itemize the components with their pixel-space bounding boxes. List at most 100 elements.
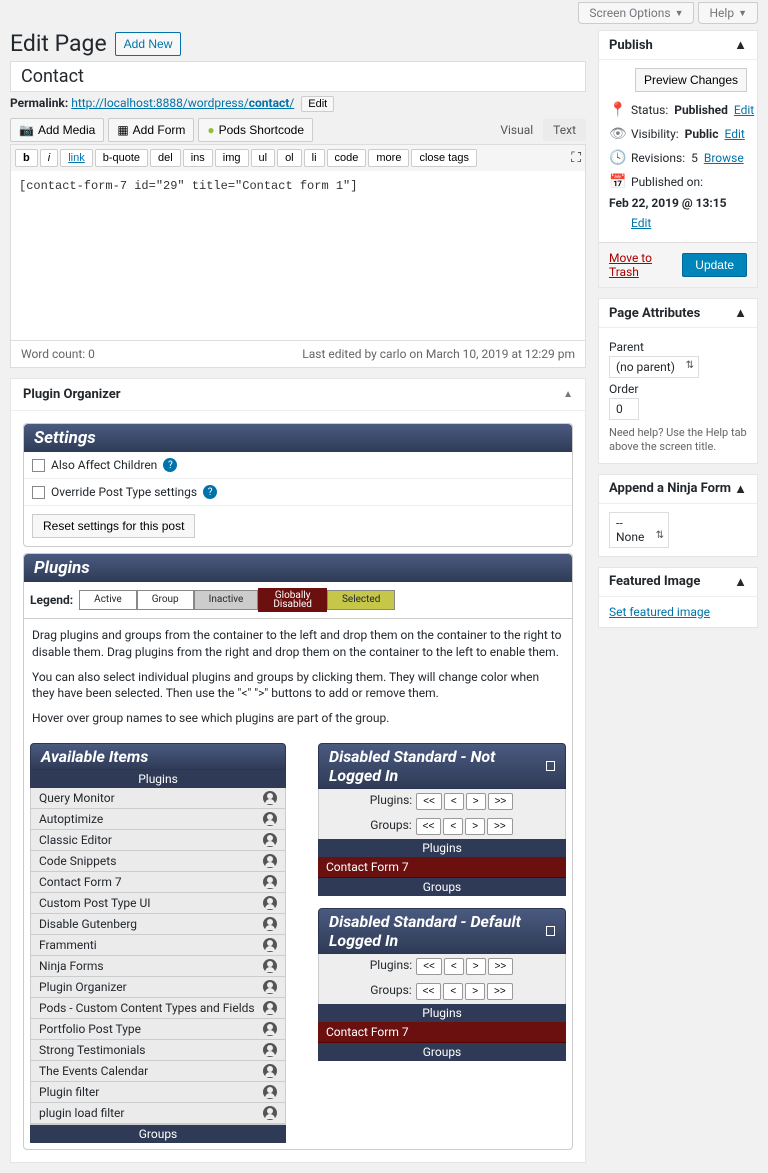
user-icon (263, 896, 277, 910)
page-heading: Edit Page Add New (10, 30, 586, 57)
update-button[interactable]: Update (682, 253, 747, 277)
plugin-organizer-heading: Plugin Organizer▲ (11, 379, 585, 411)
user-icon (263, 1106, 277, 1120)
text-tab[interactable]: Text (543, 119, 586, 141)
user-icon (263, 1001, 277, 1015)
quicktag-img[interactable]: img (215, 149, 249, 167)
quicktag-link[interactable]: link (60, 149, 93, 167)
page-attributes-heading: Page Attributes▲ (599, 299, 757, 328)
quicktag-b[interactable]: b (15, 149, 38, 167)
last-edited: Last edited by carlo on March 10, 2019 a… (302, 347, 575, 361)
fullscreen-icon[interactable]: ⛶ (571, 150, 581, 166)
revisions-icon: 🕓 (609, 150, 625, 166)
user-icon (263, 1043, 277, 1057)
edit-visibility-link[interactable]: Edit (724, 127, 744, 141)
edit-date-link[interactable]: Edit (631, 216, 747, 230)
featured-image-heading: Featured Image▲ (599, 568, 757, 597)
parent-select[interactable]: (no parent) (609, 356, 699, 378)
quicktag-code[interactable]: code (327, 149, 367, 167)
publish-heading: Publish▲ (599, 31, 757, 60)
move-all-right-button[interactable]: >> (488, 793, 514, 810)
add-new-button[interactable]: Add New (115, 32, 182, 56)
disabled-loggedin-header: Disabled Standard - Default Logged In (318, 908, 566, 954)
plugin-item[interactable]: Plugin Organizer (31, 977, 285, 998)
plugin-item[interactable]: Custom Post Type UI (31, 893, 285, 914)
move-all-left-button[interactable]: << (416, 793, 442, 810)
user-icon (263, 875, 277, 889)
move-right-button[interactable]: > (466, 793, 486, 810)
add-media-button[interactable]: 📷Add Media (10, 118, 104, 142)
user-icon (263, 917, 277, 931)
plugin-item[interactable]: Pods - Custom Content Types and Fields (31, 998, 285, 1019)
user-icon (263, 980, 277, 994)
edit-status-link[interactable]: Edit (734, 103, 754, 117)
permalink-edit-button[interactable]: Edit (301, 96, 334, 112)
available-items-header: Available Items (30, 743, 286, 770)
set-featured-image-link[interactable]: Set featured image (609, 605, 710, 619)
disabled-notloggedin-header: Disabled Standard - Not Logged In (318, 743, 566, 789)
collapse-icon[interactable] (546, 761, 555, 771)
user-icon (263, 1064, 277, 1078)
settings-header: Settings (24, 424, 572, 452)
visual-tab[interactable]: Visual (490, 119, 543, 141)
user-icon (263, 791, 277, 805)
content-editor[interactable]: [contact-form-7 id="29" title="Contact f… (10, 171, 586, 341)
order-input[interactable]: 0 (609, 398, 639, 420)
plugin-item[interactable]: Frammenti (31, 935, 285, 956)
toggle-icon[interactable]: ▲ (563, 389, 573, 400)
plugin-item[interactable]: plugin load filter (31, 1103, 285, 1124)
preview-button[interactable]: Preview Changes (635, 68, 747, 92)
quicktag-ul[interactable]: ul (251, 149, 276, 167)
user-icon (263, 1085, 277, 1099)
quicktag-b-quote[interactable]: b-quote (95, 149, 148, 167)
permalink-link[interactable]: http://localhost:8888/wordpress/contact/ (71, 96, 294, 110)
screen-options-button[interactable]: Screen Options▼ (578, 2, 694, 24)
quicktag-ins[interactable]: ins (183, 149, 213, 167)
calendar-icon: 📅 (609, 174, 625, 190)
plugin-item[interactable]: Ninja Forms (31, 956, 285, 977)
plugin-item[interactable]: Plugin filter (31, 1082, 285, 1103)
add-form-button[interactable]: ▦Add Form (108, 118, 194, 142)
plugin-item[interactable]: Portfolio Post Type (31, 1019, 285, 1040)
plugin-item[interactable]: Contact Form 7 (31, 872, 285, 893)
ninja-select[interactable]: -- None (609, 512, 669, 548)
plugins-header: Plugins (24, 554, 572, 582)
user-icon (263, 833, 277, 847)
move-to-trash-link[interactable]: Move to Trash (609, 251, 682, 279)
plugin-item[interactable]: Classic Editor (31, 830, 285, 851)
user-icon (263, 938, 277, 952)
ninja-form-heading: Append a Ninja Form▲ (599, 475, 757, 504)
plugin-item[interactable]: The Events Calendar (31, 1061, 285, 1082)
word-count: Word count: 0 (21, 347, 95, 361)
user-icon (263, 959, 277, 973)
user-icon (263, 854, 277, 868)
plugin-item[interactable]: Query Monitor (31, 788, 285, 809)
reset-settings-button[interactable]: Reset settings for this post (32, 514, 195, 538)
quicktags-toolbar: bilinkb-quotedelinsimgulollicodemoreclos… (10, 144, 586, 171)
plugin-item[interactable]: Disable Gutenberg (31, 914, 285, 935)
browse-revisions-link[interactable]: Browse (704, 151, 744, 165)
quicktag-close tags[interactable]: close tags (411, 149, 477, 167)
plugin-item[interactable]: Strong Testimonials (31, 1040, 285, 1061)
move-left-button[interactable]: < (444, 793, 464, 810)
pods-shortcode-button[interactable]: ●Pods Shortcode (198, 118, 313, 142)
plugin-item[interactable]: Code Snippets (31, 851, 285, 872)
override-checkbox[interactable] (32, 486, 45, 499)
help-icon[interactable]: ? (163, 458, 177, 472)
disabled-plugin-item[interactable]: Contact Form 7 (318, 1022, 566, 1043)
disabled-plugin-item[interactable]: Contact Form 7 (318, 857, 566, 878)
quicktag-li[interactable]: li (304, 149, 325, 167)
quicktag-del[interactable]: del (150, 149, 181, 167)
quicktag-more[interactable]: more (368, 149, 409, 167)
quicktag-i[interactable]: i (40, 149, 58, 167)
help-button[interactable]: Help▼ (698, 2, 758, 24)
title-input[interactable]: Contact (10, 61, 586, 92)
collapse-icon[interactable] (546, 926, 555, 936)
permalink-row: Permalink: http://localhost:8888/wordpre… (10, 94, 586, 118)
affect-children-checkbox[interactable] (32, 459, 45, 472)
user-icon (263, 1022, 277, 1036)
plugin-item[interactable]: Autoptimize (31, 809, 285, 830)
quicktag-ol[interactable]: ol (277, 149, 302, 167)
help-icon[interactable]: ? (203, 485, 217, 499)
legend-row: Legend: Active Group Inactive Globally D… (24, 582, 572, 619)
